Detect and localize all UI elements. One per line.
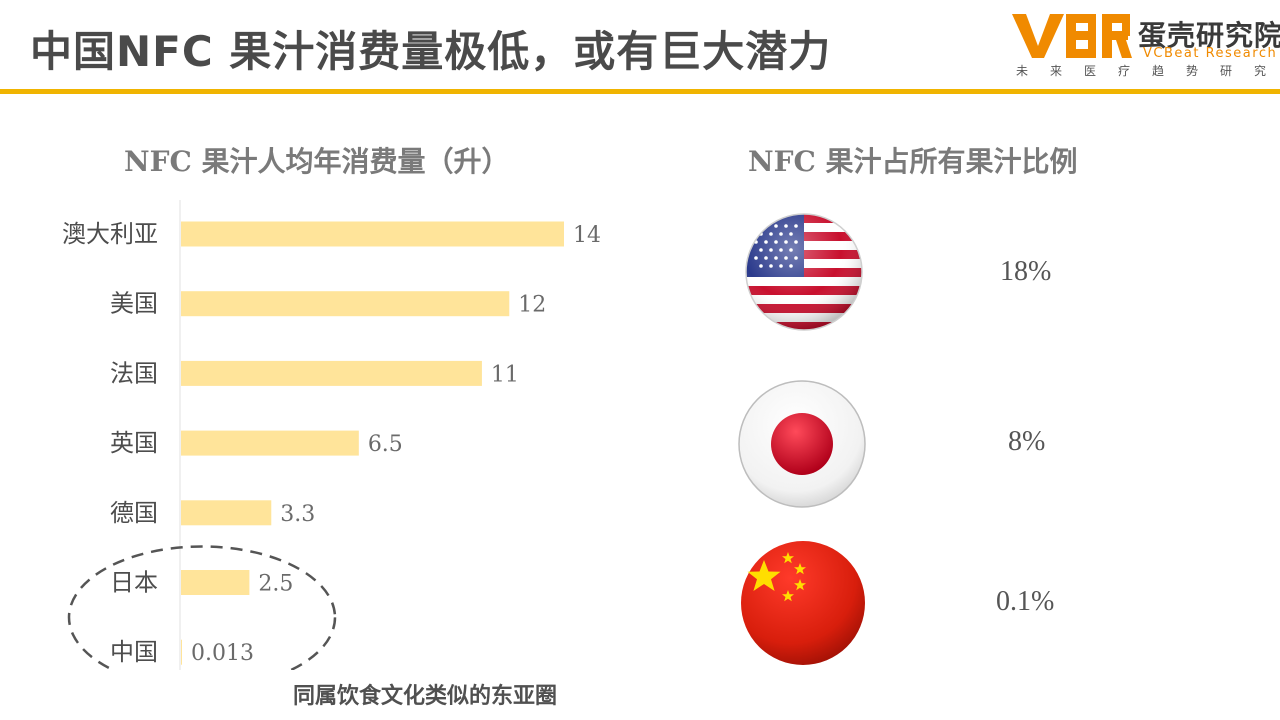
data-label: 3.3	[280, 502, 315, 527]
bar	[181, 221, 564, 247]
bar	[181, 291, 510, 317]
china-flag-icon	[741, 541, 865, 665]
logo-slogan: 未来医疗趋势研究	[1016, 64, 1280, 78]
usa-flag-icon	[745, 213, 863, 331]
china-share-value: 0.1%	[996, 586, 1055, 617]
category-label: 法国	[110, 359, 158, 387]
chart-title: NFC 果汁人均年消费量（升）	[124, 145, 510, 178]
bar	[181, 360, 482, 386]
data-label: 11	[491, 362, 519, 387]
data-label: 2.5	[258, 572, 293, 597]
usa-share-value: 18%	[1000, 256, 1052, 287]
data-label: 14	[573, 223, 601, 248]
title-underline	[0, 89, 1280, 94]
data-label: 12	[518, 293, 546, 318]
share-title: NFC 果汁占所有果汁比例	[748, 145, 1078, 178]
category-label: 澳大利亚	[62, 220, 158, 248]
data-label: 0.013	[191, 641, 254, 666]
bar	[181, 500, 272, 526]
bar	[181, 570, 250, 595]
japan-flag-icon	[738, 380, 866, 508]
category-label: 英国	[110, 429, 158, 457]
page-title: 中国NFC 果汁消费量极低，或有巨大潜力	[30, 27, 832, 76]
category-label: 美国	[110, 290, 158, 318]
vbr-logo-icon	[1012, 14, 1132, 58]
east-asia-annotation: 同属饮食文化类似的东亚圈	[293, 684, 558, 709]
logo-chinese-name: 蛋壳研究院	[1138, 19, 1280, 52]
japan-share-value: 8%	[1008, 426, 1046, 457]
bar	[181, 430, 359, 456]
logo-english-name: VCBeat Research	[1143, 46, 1278, 61]
category-label: 日本	[110, 569, 158, 597]
category-label: 德国	[110, 499, 158, 527]
consumption-bar-chart: 澳大利亚 14 美国 12 法国 11 英国 6.5 德国 3.3 日本 2.5 中国 0.013	[62, 200, 601, 670]
category-label: 中国	[110, 638, 158, 666]
vcbeat-logo: 蛋壳研究院 VCBeat Research 未来医疗趋势研究	[1010, 10, 1280, 82]
bar	[181, 639, 182, 665]
data-label: 6.5	[368, 432, 403, 457]
